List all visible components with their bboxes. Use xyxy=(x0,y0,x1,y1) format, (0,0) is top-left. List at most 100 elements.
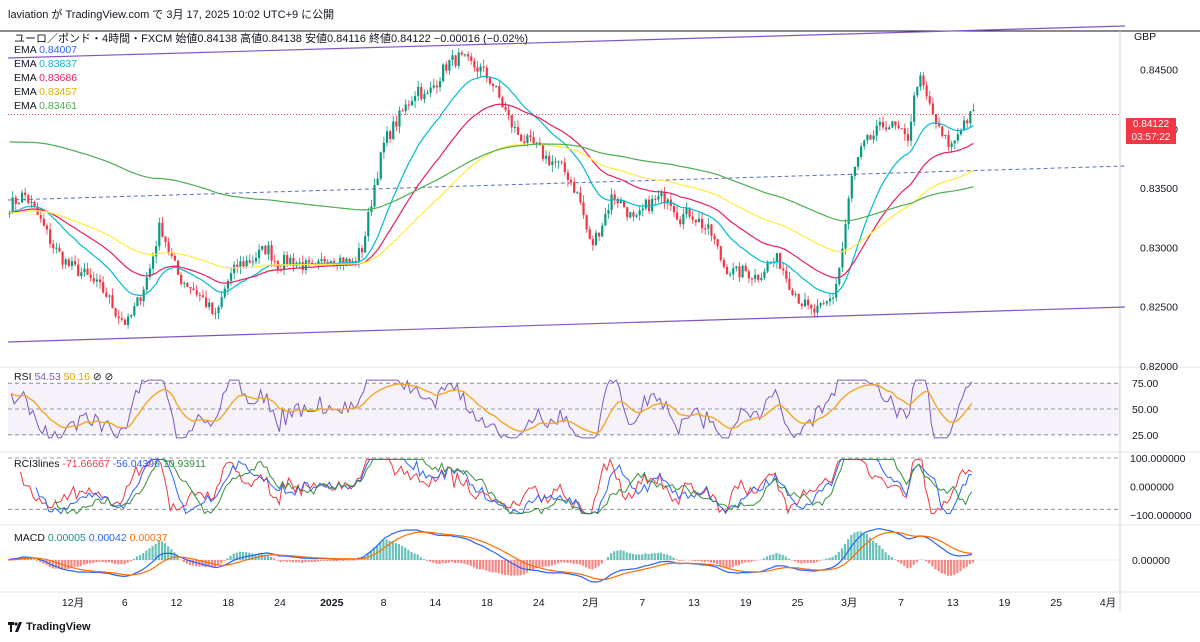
candle-body xyxy=(58,247,61,252)
candle-body xyxy=(863,140,866,147)
macd-histogram-bar xyxy=(700,560,703,562)
macd-histogram-bar xyxy=(382,540,385,560)
macd-histogram-bar xyxy=(569,560,572,563)
candle-body xyxy=(725,266,729,275)
macd-histogram-bar xyxy=(819,560,822,561)
candle-body xyxy=(367,212,370,237)
candle-body xyxy=(713,235,716,240)
macd-histogram-bar xyxy=(404,547,407,560)
candle-body xyxy=(604,213,607,226)
macd-histogram-bar xyxy=(54,560,57,569)
ema-row: EMA 0.83457 xyxy=(14,86,78,98)
macd-histogram-bar xyxy=(550,560,553,566)
candle-body xyxy=(67,259,70,266)
candle-body xyxy=(888,127,891,130)
macd-histogram-bar xyxy=(354,560,357,561)
macd-histogram-bar xyxy=(881,548,884,560)
candle-body xyxy=(392,121,395,140)
candle-body xyxy=(55,247,58,249)
candle-body xyxy=(33,201,36,207)
macd-histogram-bar xyxy=(241,552,245,560)
macd-histogram-bar xyxy=(338,560,341,561)
candle-body xyxy=(616,199,619,204)
macd-histogram-bar xyxy=(794,560,797,562)
symbol-name[interactable]: ユーロ／ポンド・4時間・FXCM xyxy=(14,33,173,45)
macd-histogram-bar xyxy=(747,560,750,563)
macd-histogram-bar xyxy=(575,560,578,564)
macd-histogram-bar xyxy=(557,560,560,564)
candle-body xyxy=(635,215,638,217)
candle-body xyxy=(544,155,548,159)
candle-body xyxy=(161,222,164,237)
candle-body xyxy=(685,207,688,215)
macd-histogram-bar xyxy=(201,560,204,567)
rsi-tick-label: 50.00 xyxy=(1132,404,1158,416)
candle-body xyxy=(454,55,457,66)
macd-histogram-bar xyxy=(903,560,906,566)
ema-row: EMA 0.83461 xyxy=(14,100,78,112)
candle-body xyxy=(594,232,598,246)
macd-histogram-bar xyxy=(931,560,934,567)
x-tick-label: 8 xyxy=(381,597,387,609)
candle-body xyxy=(716,239,719,247)
macd-histogram-bar xyxy=(67,560,70,569)
macd-histogram-bar xyxy=(572,560,575,564)
candle-body xyxy=(959,130,963,135)
rsi-ma-line xyxy=(10,383,973,434)
candle-body xyxy=(810,304,813,309)
tradingview-footer[interactable]: TradingView xyxy=(8,621,91,633)
candle-body xyxy=(83,268,86,273)
candle-body xyxy=(158,222,161,247)
macd-histogram-bar xyxy=(663,553,666,560)
candle-body xyxy=(638,210,641,216)
macd-histogram-bar xyxy=(656,553,660,560)
macd-histogram-bar xyxy=(865,534,869,560)
candle-body xyxy=(30,201,33,203)
macd-histogram-bar xyxy=(644,553,647,560)
candle-body xyxy=(354,260,357,263)
current-price-label: 0.84122 xyxy=(1126,118,1176,131)
macd-histogram-bar xyxy=(307,560,310,563)
candle-body xyxy=(267,245,270,255)
candle-body xyxy=(972,110,975,112)
macd-histogram-bar xyxy=(722,560,725,568)
macd-histogram-bar xyxy=(213,560,217,567)
candle-body xyxy=(379,152,382,179)
candle-body xyxy=(881,121,885,128)
candle-body xyxy=(180,274,183,284)
candle-body xyxy=(903,128,906,135)
macd-histogram-bar xyxy=(906,560,909,569)
candle-body xyxy=(417,86,420,97)
macd-histogram-bar xyxy=(900,560,903,564)
rci-tick-label: 0.000000 xyxy=(1130,482,1174,494)
visibility-icon: ⊘ ⊘ xyxy=(92,371,114,383)
macd-histogram-bar xyxy=(372,547,376,560)
macd-histogram-bar xyxy=(276,560,279,561)
rsi-line xyxy=(10,379,973,439)
macd-histogram-bar xyxy=(928,560,931,564)
macd-histogram-bar xyxy=(135,556,139,560)
x-tick-label: 25 xyxy=(1050,597,1062,609)
candle-body xyxy=(217,307,220,314)
candle-body xyxy=(317,260,320,266)
candle-body xyxy=(364,236,367,253)
macd-histogram-bar xyxy=(965,560,968,567)
macd-histogram-bar xyxy=(32,559,36,560)
candle-body xyxy=(470,56,473,61)
candle-body xyxy=(598,232,601,237)
x-tick-label: 12 xyxy=(171,597,183,609)
macd-histogram-bar xyxy=(304,560,307,563)
candle-body xyxy=(788,278,791,290)
macd-histogram-bar xyxy=(294,560,298,563)
candle-body xyxy=(376,178,379,186)
macd-histogram-bar xyxy=(741,560,744,564)
macd-histogram-bar xyxy=(335,560,338,562)
candle-body xyxy=(919,75,922,87)
macd-histogram-bar xyxy=(728,560,731,569)
price-tick-label: 0.83500 xyxy=(1140,183,1178,195)
macd-histogram-bar xyxy=(173,552,176,560)
candle-body xyxy=(445,64,448,71)
macd-histogram-bar xyxy=(843,543,847,560)
macd-histogram-bar xyxy=(329,560,332,561)
